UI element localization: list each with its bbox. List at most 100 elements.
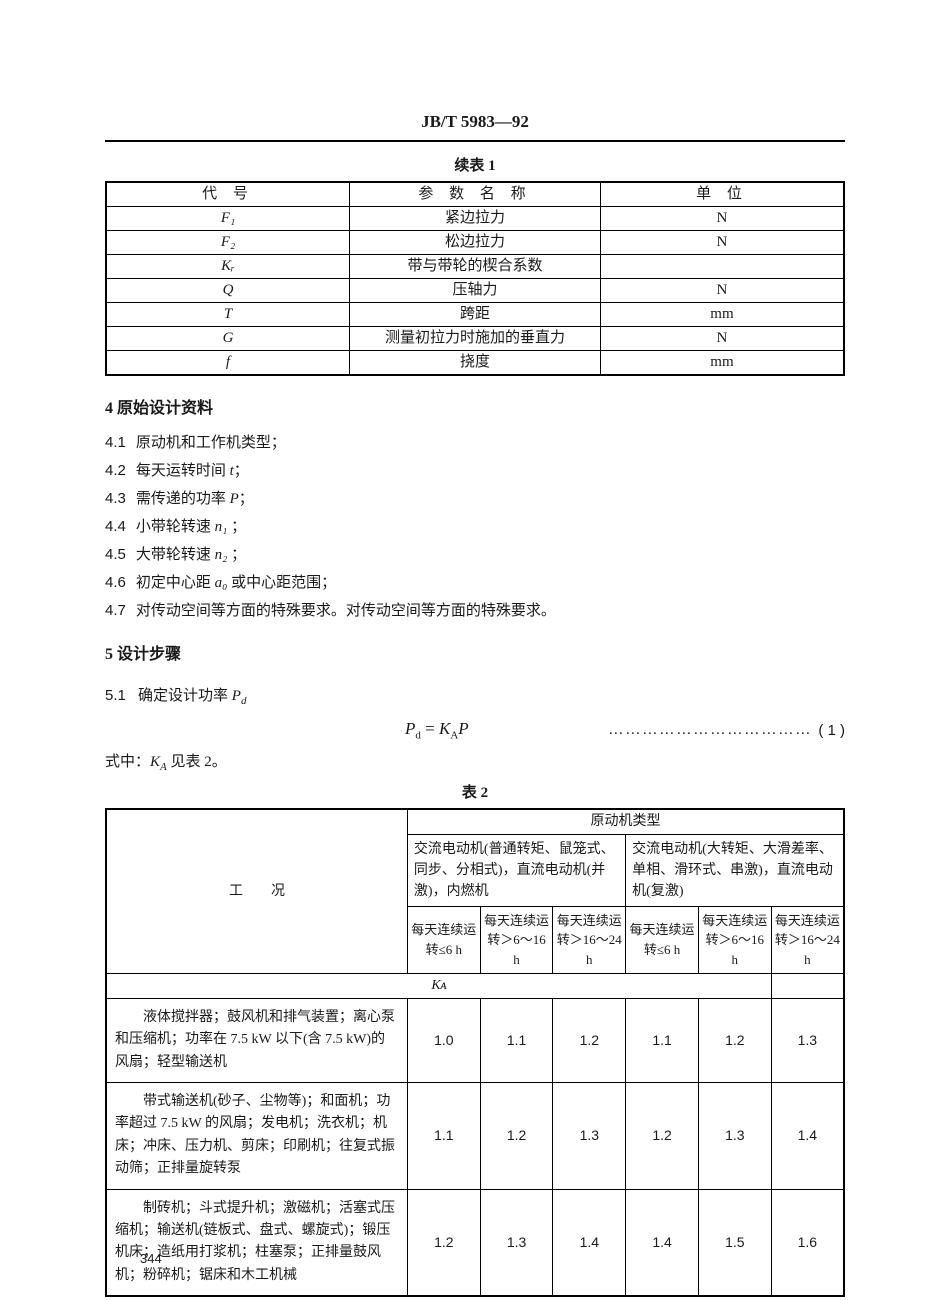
sub-sym: P (232, 688, 241, 704)
table-row: f挠度mm (106, 350, 844, 375)
hh: 每天连续运转≤6 h (626, 906, 699, 974)
section4-title: 4 原始设计资料 (105, 398, 845, 420)
val: 1.6 (771, 1189, 844, 1296)
val: 1.4 (771, 1083, 844, 1190)
formula: Pd = KAP (405, 717, 469, 744)
item-text: 小带轮转速 (136, 519, 215, 535)
item-text: 大带轮转速 (136, 547, 215, 563)
val: 1.1 (407, 1083, 480, 1190)
table-row: F₂松边拉力N (106, 230, 844, 254)
val: 1.4 (553, 1189, 626, 1296)
list-item: 4.1原动机和工作机类型； (105, 432, 845, 454)
val: 1.2 (553, 998, 626, 1082)
item-num: 4.6 (105, 574, 126, 591)
val: 1.2 (407, 1189, 480, 1296)
item-sym: P (230, 491, 239, 507)
item-num: 4.7 (105, 602, 126, 619)
item-sym: n₂ (215, 547, 228, 563)
ka-label: Kᴀ (106, 974, 771, 999)
val: 1.3 (698, 1083, 771, 1190)
pname: 压轴力 (350, 278, 601, 302)
item-num: 4.2 (105, 462, 126, 479)
hh: 每天连续运转＞16～24 h (553, 906, 626, 974)
sym: Q (106, 278, 350, 302)
table-row: 液体搅拌器；鼓风机和排气装置；离心泵和压缩机；功率在 7.5 kW 以下(含 7… (106, 998, 844, 1082)
f-k: K (439, 719, 450, 738)
t1-h0: 代 号 (106, 182, 350, 207)
table2: 工况 原动机类型 交流电动机(普通转矩、鼠笼式、同步、分相式)，直流电动机(并激… (105, 808, 845, 1297)
page-number: 344 (140, 1250, 162, 1268)
item-num: 4.1 (105, 434, 126, 451)
unit: N (600, 206, 844, 230)
val: 1.4 (626, 1189, 699, 1296)
t2-top-head: 原动机类型 (407, 809, 844, 834)
table1-caption: 续表 1 (105, 156, 845, 177)
formula-dots: ……………………………… (469, 720, 819, 741)
item-text: 需传递的功率 (136, 491, 230, 507)
row-desc: 带式输送机(砂子、尘物等)；和面机；功率超过 7.5 kW 的风扇；发电机；洗衣… (106, 1083, 407, 1190)
item-after: ； (234, 463, 249, 479)
table-row: T跨距mm (106, 302, 844, 326)
table-row: F₁紧边拉力N (106, 206, 844, 230)
hh: 每天连续运转＞16～24 h (771, 906, 844, 974)
list-item: 4.2每天运转时间 t； (105, 460, 845, 482)
sym: Kᵣ (106, 254, 350, 278)
row-desc: 制砖机；斗式提升机；激磁机；活塞式压缩机；输送机(链板式、盘式、螺旋式)；锻压机… (106, 1189, 407, 1296)
pname: 测量初拉力时施加的垂直力 (350, 326, 601, 350)
val: 1.5 (698, 1189, 771, 1296)
formula-row: Pd = KAP ……………………………… ( 1 ) (105, 717, 845, 744)
item-text: 初定中心距 (136, 575, 215, 591)
subsection-5-1: 5.1 确定设计功率 Pd (105, 685, 845, 709)
unit: mm (600, 350, 844, 375)
pname: 松边拉力 (350, 230, 601, 254)
table1: 代 号 参 数 名 称 单 位 F₁紧边拉力N F₂松边拉力N Kᵣ带与带轮的楔… (105, 181, 845, 376)
list-item: 4.3需传递的功率 P； (105, 488, 845, 510)
sym: f (106, 350, 350, 375)
note-ksub: A (160, 761, 167, 773)
table2-caption: 表 2 (105, 783, 845, 804)
item-after: ； (227, 547, 246, 563)
item-sym: a₀ (215, 575, 228, 591)
item-after: 或中心距范围； (227, 575, 336, 591)
pname: 紧边拉力 (350, 206, 601, 230)
t2-header-row1: 工况 原动机类型 (106, 809, 844, 834)
val: 1.2 (480, 1083, 553, 1190)
table-row: Kᵣ带与带轮的楔合系数 (106, 254, 844, 278)
val: 1.2 (698, 998, 771, 1082)
f-lhs: P (405, 719, 415, 738)
item-sym: n₁ (215, 519, 228, 535)
formula-note: 式中：KA 见表 2。 (105, 752, 845, 775)
list-item: 4.4小带轮转速 n₁ ； (105, 516, 845, 538)
sub-sub: d (241, 695, 247, 707)
item-after: ； (239, 491, 254, 507)
hh: 每天连续运转＞6～16 h (698, 906, 771, 974)
list-item: 4.6 初定中心距 a₀ 或中心距范围； (105, 572, 845, 594)
f-rhs: P (458, 719, 468, 738)
item-after: ； (227, 519, 246, 535)
unit: mm (600, 302, 844, 326)
sym: T (106, 302, 350, 326)
sub-num: 5.1 (105, 687, 126, 704)
t2-group1: 交流电动机(普通转矩、鼠笼式、同步、分相式)，直流电动机(并激)，内燃机 (407, 834, 625, 906)
item-text2: 对传动空间等方面的特殊要求。 (346, 603, 556, 619)
table-row: 带式输送机(砂子、尘物等)；和面机；功率超过 7.5 kW 的风扇；发电机；洗衣… (106, 1083, 844, 1190)
t1-h1: 参 数 名 称 (350, 182, 601, 207)
table-row: Q压轴力N (106, 278, 844, 302)
list-item: 4.7对传动空间等方面的特殊要求。对传动空间等方面的特殊要求。 (105, 600, 845, 622)
note-k: K (150, 754, 160, 770)
table-row: G测量初拉力时施加的垂直力N (106, 326, 844, 350)
formula-eqnum: ( 1 ) (818, 720, 845, 741)
t2-group2: 交流电动机(大转矩、大滑差率、单相、滑环式、串激)，直流电动机(复激) (626, 834, 844, 906)
row-desc: 液体搅拌器；鼓风机和排气装置；离心泵和压缩机；功率在 7.5 kW 以下(含 7… (106, 998, 407, 1082)
t1-h2: 单 位 (600, 182, 844, 207)
sub-text: 确定设计功率 (138, 688, 232, 704)
header-rule (105, 140, 845, 142)
unit (600, 254, 844, 278)
note-suffix: 见表 2。 (167, 754, 227, 770)
pname: 跨距 (350, 302, 601, 326)
section5-title: 5 设计步骤 (105, 644, 845, 666)
table-row: 制砖机；斗式提升机；激磁机；活塞式压缩机；输送机(链板式、盘式、螺旋式)；锻压机… (106, 1189, 844, 1296)
pname: 挠度 (350, 350, 601, 375)
hh: 每天连续运转≤6 h (407, 906, 480, 974)
item-text: 每天运转时间 (136, 463, 230, 479)
